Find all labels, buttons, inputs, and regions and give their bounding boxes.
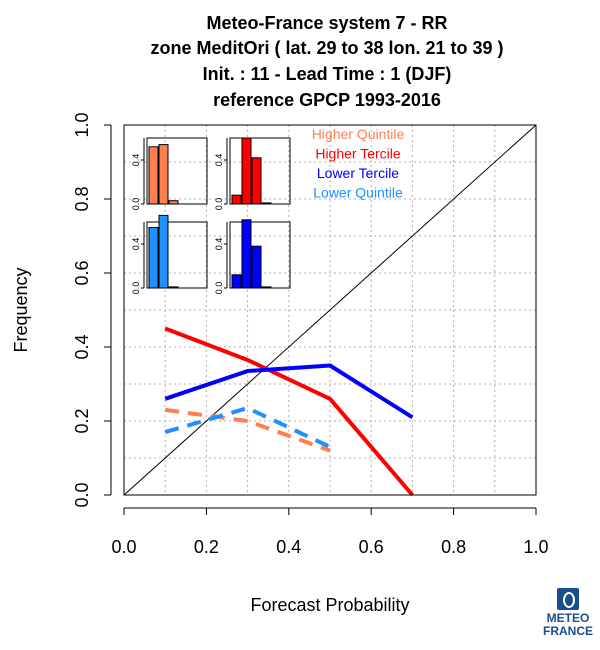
inset-bar: [148, 146, 159, 205]
meteo-france-logo: METEO FRANCE: [538, 588, 598, 638]
inset-tick-label: 0.0: [214, 198, 224, 211]
y-tick-label: 0.8: [72, 186, 92, 211]
inset-bar: [231, 274, 242, 289]
y-tick-label: 0.6: [72, 260, 92, 285]
series-line-higher-quintile: [164, 407, 331, 453]
inset-tick-label: 0.0: [131, 282, 141, 295]
y-axis-label: Frequency: [11, 267, 31, 352]
legend: Higher Quintile Higher Tercile Lower Terci…: [312, 126, 405, 201]
meteo-france-logo-icon: [557, 588, 579, 610]
histogram-inset-higher-tercile: 0.0 0.4: [214, 137, 291, 211]
series-group: [164, 326, 414, 497]
y-tick-label: 0.4: [72, 334, 92, 359]
y-tick-label: 0.0: [72, 482, 92, 507]
inset-bar: [148, 227, 159, 289]
plot-frame: [123, 124, 537, 496]
legend-entry: Lower Tercile: [317, 165, 399, 181]
title-line-4: reference GPCP 1993-2016: [213, 90, 441, 110]
legend-entry: Lower Quintile: [313, 185, 403, 201]
inset-tick-label: 0.4: [214, 154, 224, 167]
logo-line-1: METEO: [546, 611, 590, 625]
x-tick-label: 0.8: [441, 537, 466, 557]
logo-line-2: FRANCE: [543, 624, 593, 638]
x-tick-label: 0.2: [194, 537, 219, 557]
inset-bar: [241, 219, 252, 289]
inset-bar: [231, 194, 242, 205]
y-axis: 0.0 0.2 0.4 0.6 0.8 1.0: [72, 112, 112, 508]
inset-tick-label: 0.0: [214, 282, 224, 295]
inset-tick-label: 0.0: [131, 198, 141, 211]
inset-bar: [168, 200, 179, 205]
inset-bar: [251, 157, 262, 205]
histogram-inset-lower-quintile: 0.0 0.4: [131, 214, 208, 295]
inset-bar: [241, 137, 252, 205]
x-tick-label: 0.4: [276, 537, 301, 557]
inset-tick-label: 0.4: [214, 238, 224, 251]
diagonal-line: [123, 124, 537, 496]
y-tick-label: 0.2: [72, 408, 92, 433]
inset-bar: [261, 286, 272, 289]
histogram-insets: 0.0 0.4 0.0 0.4 0.0 0.4 0.0 0.4: [131, 137, 291, 295]
inset-bar: [168, 286, 179, 289]
x-tick-label: 0.0: [111, 537, 136, 557]
x-axis: 0.0 0.2 0.4 0.6 0.8 1.0: [111, 507, 549, 557]
inset-bar: [261, 202, 272, 205]
x-axis-label: Forecast Probability: [250, 595, 409, 615]
y-tick-label: 1.0: [72, 112, 92, 137]
inset-bar: [158, 214, 169, 289]
inset-tick-label: 0.4: [131, 154, 141, 167]
inset-bar: [158, 144, 169, 205]
legend-entry: Higher Quintile: [312, 126, 405, 142]
title-line-3: Init. : 11 - Lead Time : 1 (DJF): [203, 64, 452, 84]
inset-tick-label: 0.4: [131, 238, 141, 251]
chart-title: Meteo-France system 7 - RR zone MeditOri…: [150, 13, 503, 110]
title-line-2: zone MeditOri ( lat. 29 to 38 lon. 21 to…: [150, 38, 503, 58]
series-line-higher-tercile: [164, 326, 414, 497]
x-tick-label: 1.0: [523, 537, 548, 557]
histogram-inset-lower-tercile: 0.0 0.4: [214, 219, 291, 295]
x-tick-label: 0.6: [359, 537, 384, 557]
inset-bar: [251, 245, 262, 289]
series-line-lower-tercile: [164, 363, 414, 419]
histogram-inset-higher-quintile: 0.0 0.4: [131, 137, 208, 211]
series-line-lower-quintile: [164, 406, 331, 449]
legend-entry: Higher Tercile: [315, 146, 401, 162]
title-line-1: Meteo-France system 7 - RR: [206, 13, 447, 33]
